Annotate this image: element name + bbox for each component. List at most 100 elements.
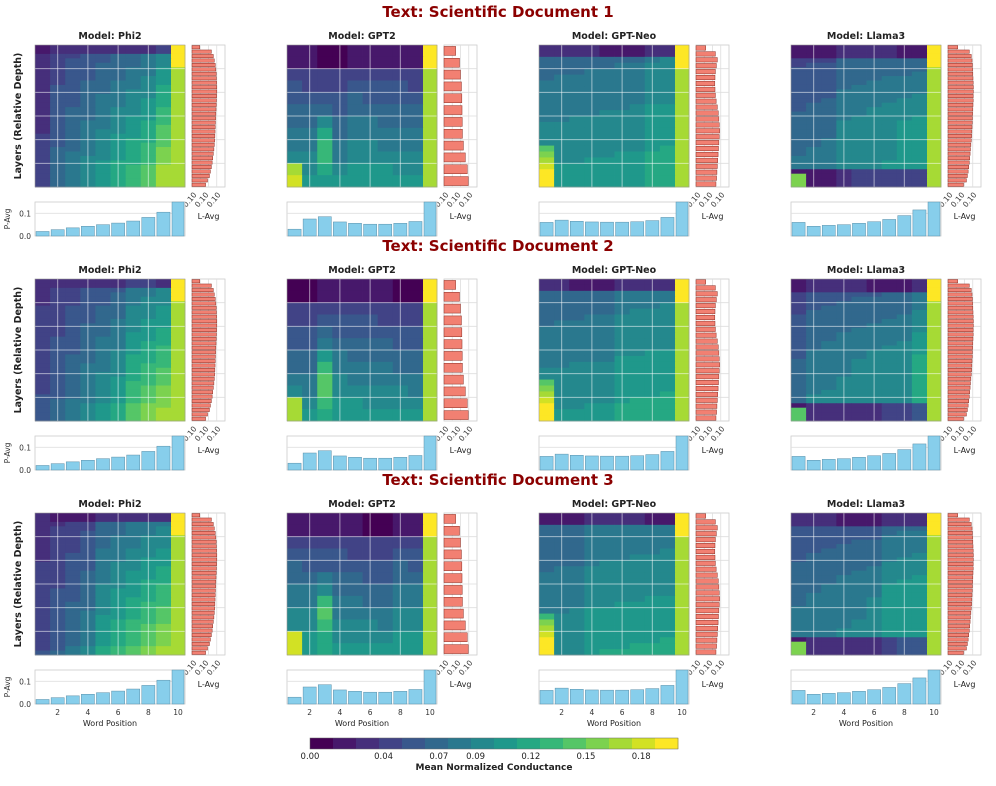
heatmap-cell (539, 524, 555, 532)
l-avg-bar (191, 107, 217, 112)
heatmap-cell (155, 155, 172, 161)
heatmap-cell (125, 323, 142, 329)
heatmap-cell (851, 310, 867, 315)
heatmap-cell (851, 129, 867, 135)
heatmap-cell (851, 178, 867, 183)
l-avg-bar (191, 359, 216, 364)
heatmap-cell (821, 637, 837, 643)
heatmap-cell (911, 279, 928, 284)
heatmap-cell (911, 151, 928, 157)
heatmap-cell (155, 279, 172, 284)
heatmap-cell (851, 389, 867, 395)
heatmap-cell (911, 116, 928, 121)
heatmap-cell (629, 566, 646, 573)
heatmap-cell (791, 76, 807, 81)
heatmap-cell (171, 385, 186, 391)
heatmap-cell (155, 407, 172, 413)
heatmap-cell (675, 302, 690, 309)
heatmap-cell (881, 45, 898, 50)
heatmap-cell (95, 521, 111, 527)
heatmap-cell (171, 570, 186, 576)
heatmap-cell (95, 619, 111, 625)
heatmap-cell (821, 641, 837, 647)
l-avg-label: L-Avg (702, 212, 724, 221)
heatmap-cell (675, 314, 690, 321)
heatmap-cell (65, 363, 81, 369)
p-avg-bar (615, 689, 629, 705)
heatmap-cell (821, 53, 837, 59)
heatmap-cell (821, 381, 837, 386)
x-axis-label: Word Position (839, 719, 893, 728)
heatmap-cell (911, 513, 928, 518)
heatmap-cell (881, 407, 898, 413)
heatmap-cell (125, 557, 142, 563)
heatmap-cell (599, 355, 615, 363)
heatmap-cell (881, 367, 898, 373)
heatmap-cell (65, 584, 81, 589)
heatmap-cell (569, 619, 585, 626)
heatmap-cell (125, 147, 142, 152)
heatmap-cell (347, 373, 363, 386)
l-avg-bar (695, 608, 720, 614)
l-avg-bar (947, 279, 958, 284)
heatmap-cell (377, 385, 394, 398)
l-avg-bar (695, 169, 718, 175)
heatmap-cell (539, 578, 555, 585)
heatmap-cell (539, 631, 555, 638)
heatmap-cell (95, 133, 111, 139)
heatmap-cell (423, 397, 438, 410)
heatmap-cell (171, 67, 186, 73)
heatmap-cell (881, 53, 898, 59)
l-avg-panel: 0.100.100.10L-Avg (433, 512, 478, 689)
l-avg-bar (191, 606, 215, 611)
heatmap-cell (539, 542, 555, 549)
l-avg-bar (191, 593, 216, 598)
heatmap-cell (35, 124, 51, 130)
l-avg-bar (191, 579, 217, 584)
heatmap-cell (65, 93, 81, 99)
heatmap-cell (927, 305, 942, 311)
heatmap-cell (675, 80, 690, 87)
heatmap-cell (821, 619, 837, 625)
heatmap-cell (539, 116, 555, 123)
heatmap-cell (65, 173, 81, 179)
heatmap-cell (35, 111, 51, 117)
heatmap-cell (791, 292, 807, 298)
heatmap-cell (35, 120, 51, 126)
heatmap-cell (287, 548, 303, 561)
heatmap-cell (539, 560, 555, 567)
heatmap-cell (171, 530, 186, 536)
heatmap-cell (125, 345, 142, 351)
heatmap-cell (65, 279, 81, 284)
heatmap-cell (155, 67, 172, 73)
heatmap-cell (791, 615, 807, 620)
heatmap-cell (881, 80, 898, 86)
p-avg-bar (35, 699, 50, 705)
heatmap-cell (155, 292, 172, 298)
heatmap-cell (65, 619, 81, 625)
l-avg-bar (191, 553, 218, 558)
heatmap-cell (911, 98, 928, 104)
model-title: Model: Llama3 (827, 31, 905, 42)
heatmap-cell (407, 92, 424, 105)
p-avg-tick: 0.1 (19, 209, 31, 218)
heatmap-cell (125, 283, 142, 289)
heatmap-cell (851, 575, 867, 580)
heatmap-cell (599, 326, 615, 333)
heatmap-cell (569, 637, 585, 644)
heatmap-cell (675, 151, 690, 158)
p-avg-bar (408, 689, 423, 705)
heatmap-cell (599, 68, 615, 75)
heatmap-cell (377, 572, 394, 585)
heatmap-cell (659, 284, 676, 292)
p-avg-bar (378, 691, 393, 705)
heatmap-cell (171, 575, 186, 580)
heatmap-cell (851, 407, 867, 413)
heatmap-cell (851, 345, 867, 351)
colorbar-segment (563, 738, 587, 749)
heatmap-cell (927, 539, 942, 545)
heatmap-cell (95, 80, 111, 86)
l-avg-bar (191, 142, 215, 147)
heatmap-cell (539, 181, 555, 188)
